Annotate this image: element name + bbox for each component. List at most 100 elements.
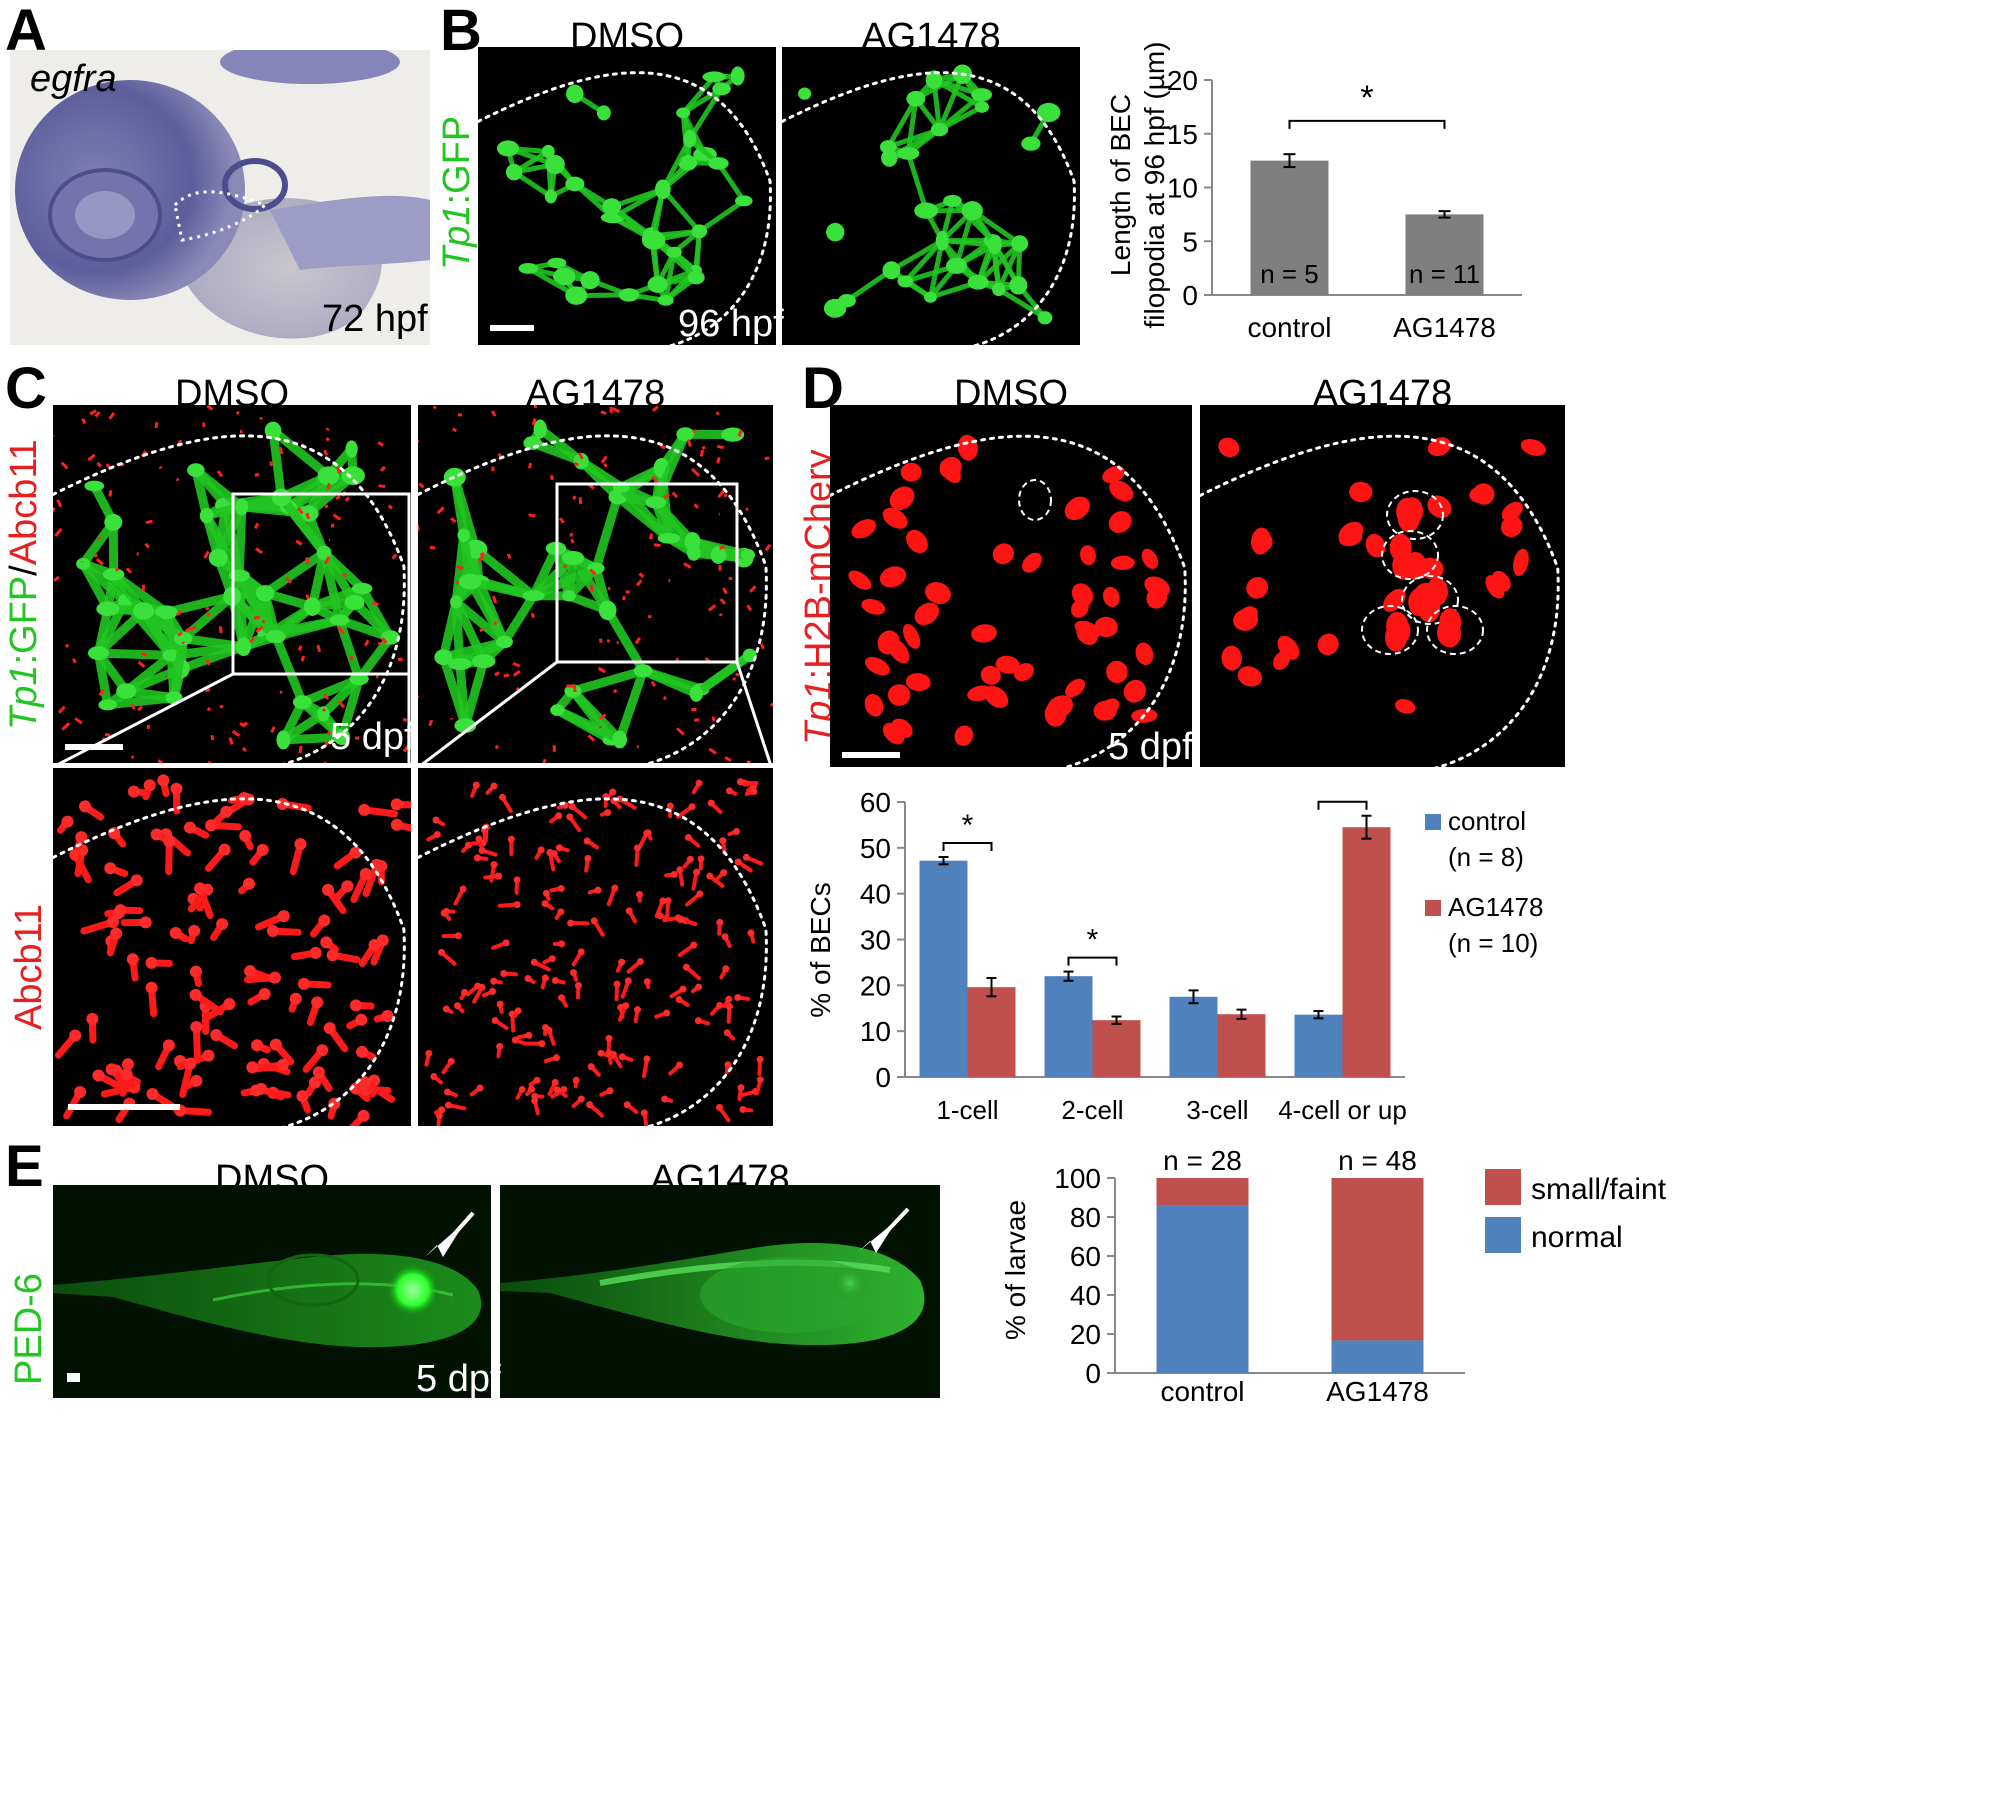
legend-n-label: (n = 10) <box>1448 928 1538 958</box>
stage-label-e: 5 dpf <box>416 1358 501 1400</box>
y-tick-label: 20 <box>1167 65 1198 96</box>
legend-label: control <box>1448 806 1526 836</box>
bar-control <box>1294 1014 1343 1077</box>
scale-bar-b <box>490 325 534 331</box>
bar-control <box>1169 996 1218 1077</box>
y-axis-label: % of larvae <box>1000 1200 1031 1340</box>
legend-swatch <box>1485 1169 1521 1205</box>
significance-bracket <box>1067 956 1118 966</box>
scale-bar-d <box>842 752 900 758</box>
scale-bar-c-top <box>65 744 123 750</box>
micrograph-d-ag1478 <box>1200 405 1565 767</box>
ped6-larva-dmso <box>53 1185 491 1398</box>
y-axis-label: % of BECs <box>805 882 836 1017</box>
panel-label-a: A <box>5 0 47 63</box>
panel-label-b: B <box>440 0 482 63</box>
micrograph-d-dmso <box>830 405 1192 767</box>
bar-control <box>1044 976 1093 1077</box>
legend-swatch <box>1425 814 1441 830</box>
stage-label-b: 96 hpf <box>678 303 784 345</box>
y-tick-label: 80 <box>1070 1202 1101 1233</box>
y-tick-label: 50 <box>860 833 891 864</box>
marker-label-c-bottom: Abcb11 <box>8 903 50 1030</box>
significance-bracket <box>942 842 993 851</box>
x-tick-label: 4-cell or up <box>1278 1095 1407 1125</box>
y-tick-label: 20 <box>860 970 891 1001</box>
y-axis-label-line2: filopodia at 96 hpf (µm) <box>1139 42 1170 329</box>
micrograph-c-ag1478-top <box>418 405 773 763</box>
x-tick-label: AG1478 <box>1393 312 1496 343</box>
legend-swatch <box>1485 1217 1521 1253</box>
n-label: n = 5 <box>1260 259 1319 289</box>
y-tick-label: 15 <box>1167 119 1198 150</box>
n-label: n = 28 <box>1163 1145 1242 1176</box>
x-tick-label: 1-cell <box>936 1095 998 1125</box>
x-tick-label: control <box>1247 312 1331 343</box>
abcb11-canaliculi-ag1478 <box>418 778 768 1126</box>
scale-bar-c-bottom <box>68 1104 180 1110</box>
embryo-illustration <box>10 50 430 345</box>
micrograph-e-ag1478 <box>500 1185 940 1398</box>
bar-normal <box>1331 1340 1424 1373</box>
bar-AG1478 <box>1342 827 1391 1077</box>
significance-bracket <box>1288 119 1446 129</box>
bar-AG1478 <box>1092 1020 1141 1077</box>
significance-star: * <box>1337 785 1349 801</box>
gfp-network-b-ag1478 <box>782 64 1076 345</box>
y-tick-label: 10 <box>860 1016 891 1047</box>
y-tick-label: 40 <box>860 879 891 910</box>
abcb11-canaliculi-dmso <box>53 774 411 1126</box>
bar-normal <box>1156 1205 1249 1373</box>
micrograph-b-ag1478 <box>782 47 1080 345</box>
chart-d: 0 10 20 30 40 50 60 1-cell * 2-cell * 3-cell 4-cell … <box>805 785 1543 1125</box>
y-tick-label: 60 <box>860 787 891 818</box>
legend-swatch <box>1425 900 1441 916</box>
micrograph-b-dmso <box>478 47 776 345</box>
y-tick-label: 40 <box>1070 1280 1101 1311</box>
x-tick-label: 2-cell <box>1061 1095 1123 1125</box>
bar <box>1405 214 1484 295</box>
ish-embryo-image <box>10 50 430 345</box>
bar-small/faint <box>1156 1178 1249 1206</box>
y-tick-label: 30 <box>860 925 891 956</box>
legend-label: AG1478 <box>1448 892 1543 922</box>
y-axis-label-line1: Length of BEC <box>1105 94 1136 276</box>
ped6-larva-ag1478 <box>500 1185 940 1398</box>
chart-b: 0 5 10 15 20 n = 5 control n = 11 AG1478 * Length … <box>1105 42 1522 343</box>
legend-n-label: (n = 8) <box>1448 842 1524 872</box>
marker-label-e: PED-6 <box>8 1273 50 1385</box>
gfp-abcb11-overlay-dmso <box>53 405 411 763</box>
marker-label-b: Tp1:GFP <box>436 115 478 270</box>
n-label: n = 11 <box>1409 259 1480 289</box>
gfp-abcb11-overlay-ag1478 <box>418 405 773 763</box>
gfp-network-b-dmso <box>478 66 772 345</box>
bar-control <box>919 860 968 1077</box>
bar-AG1478 <box>1217 1014 1266 1077</box>
significance-bracket <box>1317 800 1368 810</box>
panel-label-e: E <box>5 1134 44 1199</box>
stage-label-d: 5 dpf <box>1108 726 1193 768</box>
y-tick-label: 10 <box>1167 173 1198 204</box>
gene-label: egfra <box>30 58 117 100</box>
y-tick-label: 20 <box>1070 1319 1101 1350</box>
panel-label-c: C <box>5 356 47 421</box>
stage-label-c: 5 dpf <box>330 716 415 758</box>
x-tick-label: control <box>1160 1376 1244 1402</box>
significance-star: * <box>1360 79 1373 117</box>
nuclei-ag1478 <box>1200 434 1560 767</box>
significance-star: * <box>1087 924 1099 957</box>
micrograph-c-dmso-bottom <box>53 768 411 1126</box>
legend-label: small/faint <box>1531 1173 1667 1206</box>
nuclei-dmso <box>830 434 1187 767</box>
chart-e: 0 20 40 60 80 100 control n = 28 AG1478 n = 48 % o… <box>1000 1145 1667 1402</box>
y-tick-label: 5 <box>1182 226 1198 257</box>
marker-label-c: Tp1:GFP/Abcb11 <box>3 439 45 730</box>
y-tick-label: 0 <box>875 1062 891 1093</box>
x-tick-label: 3-cell <box>1186 1095 1248 1125</box>
micrograph-c-ag1478-bottom <box>418 768 773 1126</box>
micrograph-c-dmso-top <box>53 405 411 763</box>
bar-small/faint <box>1331 1178 1424 1341</box>
y-tick-label: 100 <box>1054 1163 1101 1194</box>
n-label: n = 48 <box>1338 1145 1417 1176</box>
significance-star: * <box>962 809 974 842</box>
